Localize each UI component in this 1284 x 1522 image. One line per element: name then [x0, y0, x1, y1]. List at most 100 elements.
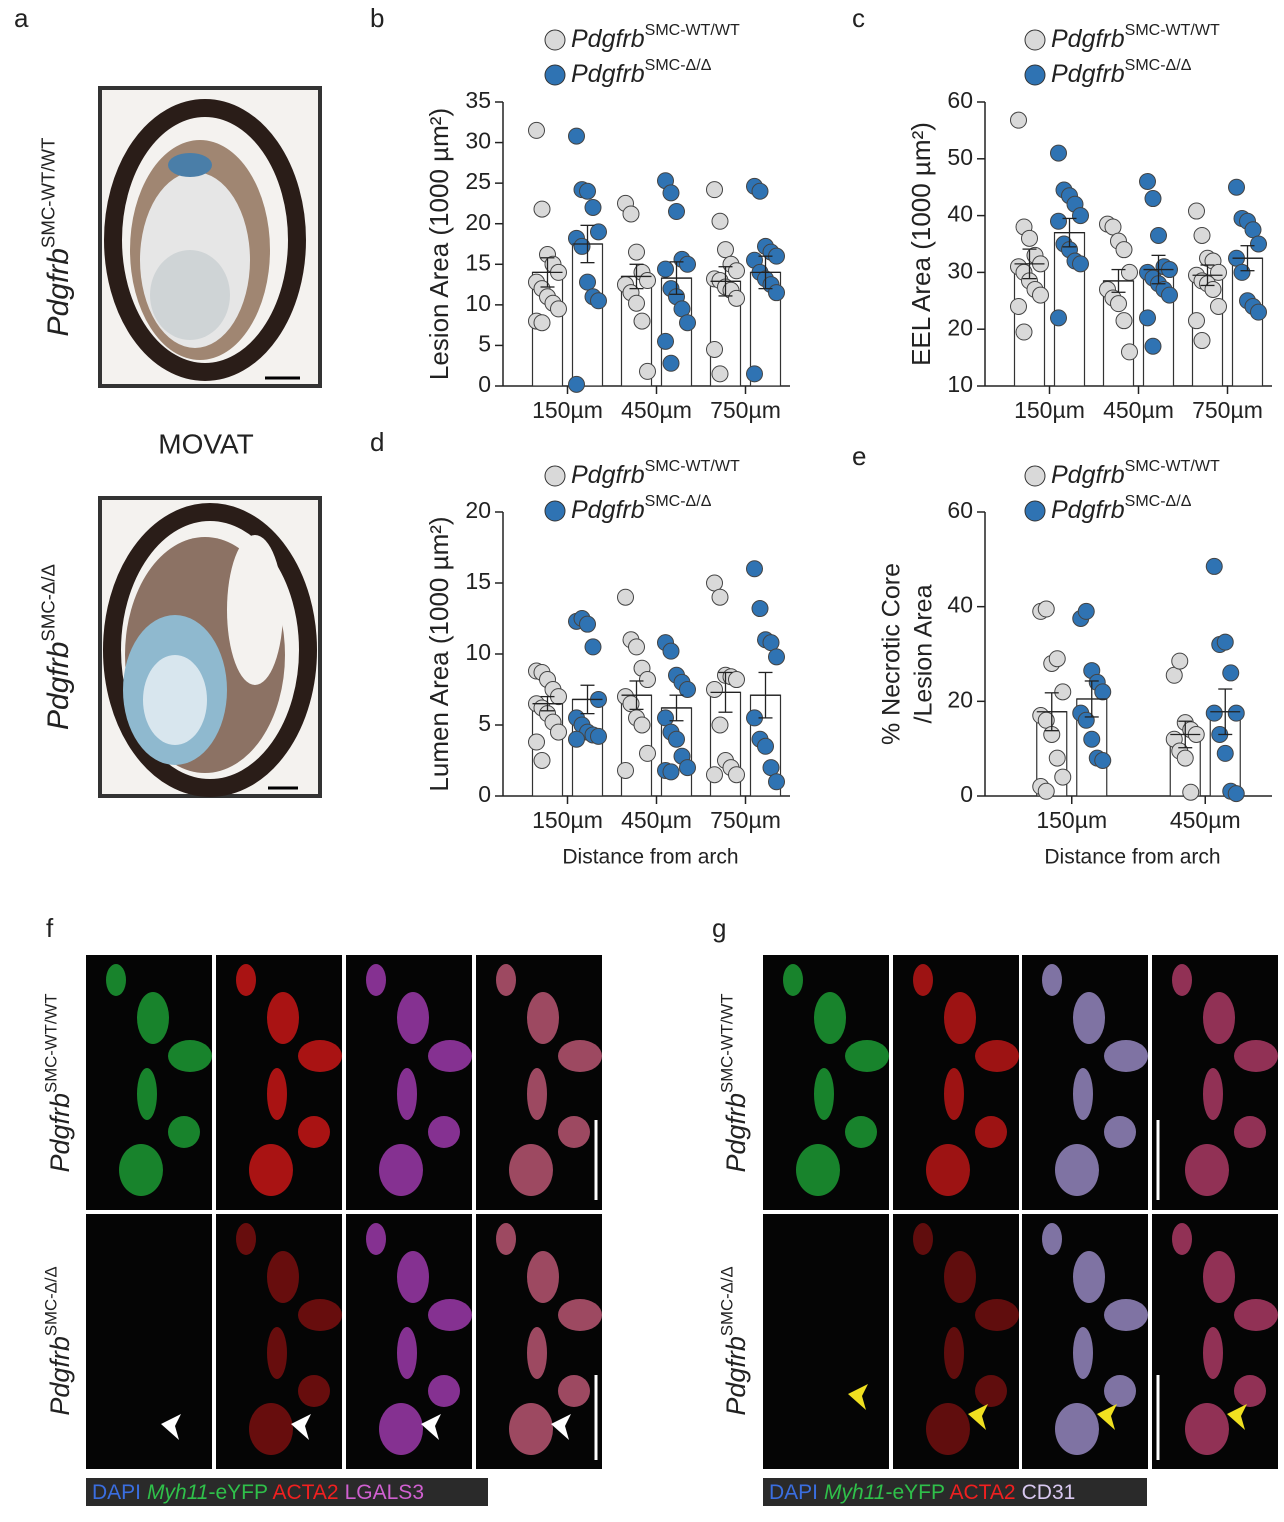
data-point — [1139, 309, 1156, 327]
data-point — [1077, 602, 1095, 620]
row-label: PdgfrbSMC-WT/WT — [42, 993, 75, 1172]
data-point — [751, 600, 769, 618]
signal-blob — [1203, 992, 1235, 1044]
y-tick-label: 5 — [478, 331, 491, 357]
data-point — [662, 763, 680, 781]
signal-blob — [1073, 1327, 1093, 1379]
y-tick-label: 30 — [465, 128, 491, 154]
signal-blob — [267, 992, 299, 1044]
data-point — [1144, 190, 1162, 208]
data-point — [550, 723, 567, 741]
y-tick-label: 40 — [947, 592, 973, 618]
signal-blob — [527, 992, 559, 1044]
data-point — [1048, 749, 1066, 767]
signal-blob — [944, 992, 976, 1044]
error-bar — [621, 263, 652, 290]
signal-blob — [1185, 1403, 1229, 1455]
bar — [571, 243, 604, 387]
micrographs — [86, 955, 1278, 1469]
y-tick-label: 0 — [478, 781, 491, 807]
x-axis-label: Distance from arch — [562, 846, 738, 869]
data-point — [711, 588, 729, 606]
data-point — [657, 260, 674, 278]
data-point — [768, 648, 785, 666]
error-bar — [1210, 688, 1241, 736]
signal-blob — [379, 1144, 423, 1196]
arrowhead — [1097, 1404, 1117, 1430]
gene-name: Pdgfrb — [42, 642, 75, 730]
data-point — [679, 314, 696, 332]
data-point — [1188, 312, 1205, 330]
signal-blob — [106, 964, 126, 996]
signal-blob — [975, 1116, 1007, 1148]
legend-label: PdgfrbSMC-Δ/Δ — [1051, 493, 1192, 523]
y-tick-label: 0 — [478, 371, 491, 397]
signal-blob — [298, 1040, 342, 1072]
data-point — [1244, 221, 1262, 239]
x-tick-label: 750µm — [710, 397, 781, 423]
data-point — [1210, 297, 1227, 315]
signal-blob — [1104, 1299, 1148, 1331]
data-point — [751, 182, 769, 200]
legend-marker — [1024, 465, 1046, 487]
x-tick-label: 150µm — [1036, 807, 1107, 833]
data-point — [1227, 785, 1245, 803]
signal-blob — [944, 1251, 976, 1303]
data-point — [1188, 202, 1205, 220]
legend-gene: Pdgfrb — [1051, 25, 1125, 53]
data-point — [1037, 600, 1055, 618]
error-bar — [1192, 264, 1223, 287]
data-point — [639, 671, 656, 689]
y-tick-label: 10 — [947, 371, 973, 397]
panel-label: g — [712, 913, 726, 943]
gene-name: Pdgfrb — [45, 1093, 75, 1173]
signal-blob — [1055, 1144, 1099, 1196]
signal-blob — [975, 1375, 1007, 1407]
signal-blob — [428, 1040, 472, 1072]
y-tick-label: 60 — [947, 87, 973, 113]
signal-blob — [814, 1068, 834, 1120]
signal-blob — [1203, 1068, 1223, 1120]
data-point — [1072, 207, 1089, 225]
signal-blob — [267, 1327, 287, 1379]
signal-blob — [236, 1223, 256, 1255]
data-point — [1115, 241, 1133, 259]
data-point — [1121, 263, 1138, 281]
genotype-sup: SMC-WT/WT — [718, 993, 737, 1092]
gene-name: Pdgfrb — [721, 1093, 751, 1173]
signal-blob — [397, 992, 429, 1044]
data-point — [706, 766, 723, 784]
error-bar — [661, 261, 692, 295]
signal-blob — [509, 1144, 553, 1196]
data-point — [1144, 337, 1162, 355]
stain-name: LGALS3 — [345, 1481, 424, 1504]
signal-blob — [298, 1375, 330, 1407]
data-point — [679, 759, 696, 777]
signal-blob — [845, 1040, 889, 1072]
micrograph — [216, 1214, 342, 1469]
data-point — [1227, 704, 1245, 722]
data-point — [1228, 178, 1245, 196]
signal-blob — [913, 1223, 933, 1255]
y-axis-label: Lumen Area (1000 µm²) — [424, 516, 454, 791]
y-tick-label: 20 — [947, 686, 973, 712]
y-tick-label: 10 — [465, 290, 491, 316]
legend-label: PdgfrbSMC-WT/WT — [1051, 458, 1220, 488]
error-bar — [1014, 248, 1045, 280]
data-point — [528, 121, 545, 139]
x-tick-label: 450µm — [1103, 397, 1174, 423]
data-point — [711, 716, 729, 734]
signal-blob — [496, 1223, 516, 1255]
signal-blob — [397, 1251, 429, 1303]
data-point — [1205, 704, 1223, 722]
signal-blob — [558, 1040, 602, 1072]
data-point — [728, 289, 745, 307]
stain-name: Myh11 — [147, 1481, 208, 1504]
signal-blob — [379, 1403, 423, 1455]
x-tick-label: 150µm — [1014, 397, 1085, 423]
data-point — [717, 241, 734, 259]
data-point — [1193, 226, 1211, 244]
stain-caption: DAPI Myh11-eYFP ACTA2 LGALS3 — [92, 1481, 424, 1504]
signal-blob — [558, 1299, 602, 1331]
signal-blob — [1203, 1327, 1223, 1379]
